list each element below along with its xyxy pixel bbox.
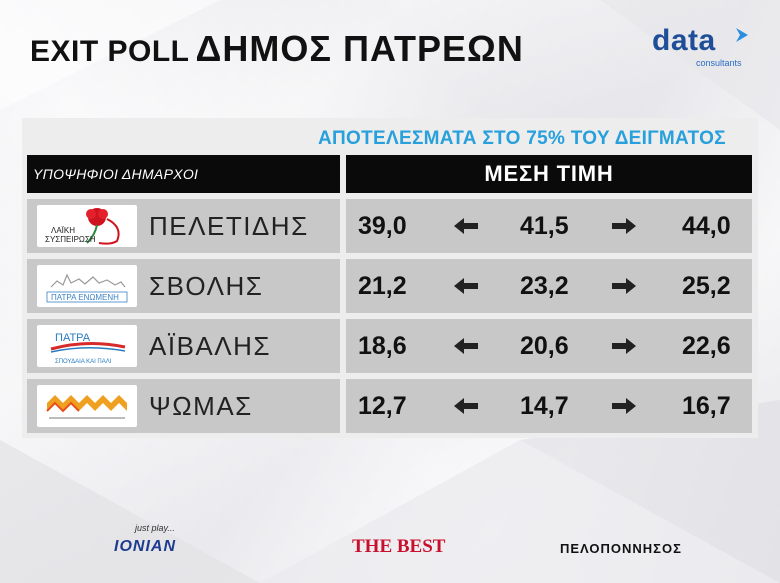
value-low: 18,6	[358, 332, 407, 360]
header-average-label: ΜΕΣΗ ΤΙΜΗ	[484, 161, 614, 186]
candidate-name: ΣΒΟΛΗΣ	[149, 271, 264, 301]
page-title: EXIT POLL ΔΗΜΟΣ ΠΑΤΡΕΩΝ	[30, 28, 524, 70]
chevron-right-icon	[736, 28, 748, 42]
arrow-right-icon	[612, 398, 636, 414]
swoosh-icon: ΠΑΤΡΑ ΣΠΟΥΔΑΙΑ ΚΑΙ ΠΑΛΙ	[50, 332, 126, 365]
arrow-right-icon	[612, 338, 636, 354]
ionian-tagline: just play...	[135, 523, 175, 533]
party-logo-patra-enomeni: ΠΑΤΡΑ ΕΝΩΜΕΝΗ	[37, 265, 137, 307]
value-mid: 41,5	[520, 212, 569, 240]
title-municipality: ΔΗΜΟΣ ΠΑΤΡΕΩΝ	[195, 28, 524, 69]
value-high: 44,0	[682, 212, 731, 240]
logo-text-1: ΠΑΤΡΑ	[55, 332, 91, 344]
brand-sub: consultants	[696, 58, 742, 68]
party-logo-laiki-syspeirosi: ΛΑΪΚΗ ΣΥΣΠΕΙΡΩΣΗ	[37, 205, 137, 247]
logo-text-2: ΣΠΟΥΔΑΙΑ ΚΑΙ ΠΑΛΙ	[55, 359, 112, 365]
value-mid: 14,7	[520, 392, 569, 420]
values-row-svolis: 21,2 23,2 25,2	[346, 259, 752, 313]
peloponnisos-logo: ΠΕΛΟΠΟΝΝΗΣΟΣ	[560, 541, 682, 556]
city-skyline-icon: ΠΑΤΡΑ ΕΝΩΜΕΝΗ	[46, 273, 128, 303]
brand-word: data	[652, 24, 716, 57]
header-candidates-label: ΥΠΟΨΗΦΙΟΙ ΔΗΜΑΡΧΟΙ	[33, 166, 199, 182]
arrow-left-icon	[454, 278, 478, 294]
sample-subtitle: ΑΠΟΤΕΛΕΣΜΑΤΑ ΣΤΟ 75% ΤΟΥ ΔΕΙΓΜΑΤΟΣ	[318, 128, 726, 149]
value-high: 25,2	[682, 272, 731, 300]
logo-text-1: ΛΑΪΚΗ	[51, 226, 75, 235]
candidate-row-aivalis: ΠΑΤΡΑ ΣΠΟΥΔΑΙΑ ΚΑΙ ΠΑΛΙ ΑΪΒΑΛΗΣ	[27, 319, 340, 373]
value-low: 12,7	[358, 392, 407, 420]
arrow-left-icon	[454, 338, 478, 354]
ionian-logo: IONIAN	[114, 538, 176, 555]
party-logo-patra-spoudaia: ΠΑΤΡΑ ΣΠΟΥΔΑΙΑ ΚΑΙ ΠΑΛΙ	[37, 325, 137, 367]
title-exit-poll: EXIT POLL	[30, 35, 190, 68]
values-row-peletidis: 39,0 41,5 44,0	[346, 199, 752, 253]
logo-text-2: ΣΥΣΠΕΙΡΩΣΗ	[45, 235, 96, 244]
candidate-name: ΨΩΜΑΣ	[149, 391, 253, 421]
party-logo-psomas	[37, 385, 137, 427]
value-high: 16,7	[682, 392, 731, 420]
candidate-row-svolis: ΠΑΤΡΑ ΕΝΩΜΕΝΗ ΣΒΟΛΗΣ	[27, 259, 340, 313]
arrow-right-icon	[612, 218, 636, 234]
value-low: 39,0	[358, 212, 407, 240]
value-mid: 20,6	[520, 332, 569, 360]
header-candidates: ΥΠΟΨΗΦΙΟΙ ΔΗΜΑΡΧΟΙ	[27, 155, 340, 193]
zigzag-icon	[46, 395, 127, 419]
thebest-logo: THE BEST	[352, 536, 446, 557]
arrow-right-icon	[612, 278, 636, 294]
candidate-row-peletidis: ΛΑΪΚΗ ΣΥΣΠΕΙΡΩΣΗ ΠΕΛΕΤΙΔΗΣ	[27, 199, 340, 253]
candidate-name: ΠΕΛΕΤΙΔΗΣ	[149, 211, 309, 241]
value-high: 22,6	[682, 332, 731, 360]
red-carnation-icon: ΛΑΪΚΗ ΣΥΣΠΕΙΡΩΣΗ	[45, 208, 120, 245]
value-mid: 23,2	[520, 272, 569, 300]
arrow-left-icon	[454, 218, 478, 234]
candidate-row-psomas: ΨΩΜΑΣ	[27, 379, 340, 433]
arrow-left-icon	[454, 398, 478, 414]
logo-text: ΠΑΤΡΑ ΕΝΩΜΕΝΗ	[51, 293, 119, 302]
value-low: 21,2	[358, 272, 407, 300]
header-average: ΜΕΣΗ ΤΙΜΗ	[346, 155, 752, 193]
values-row-psomas: 12,7 14,7 16,7	[346, 379, 752, 433]
values-row-aivalis: 18,6 20,6 22,6	[346, 319, 752, 373]
candidate-name: ΑΪΒΑΛΗΣ	[149, 331, 271, 361]
data-consultants-logo: data consultants	[652, 24, 752, 68]
